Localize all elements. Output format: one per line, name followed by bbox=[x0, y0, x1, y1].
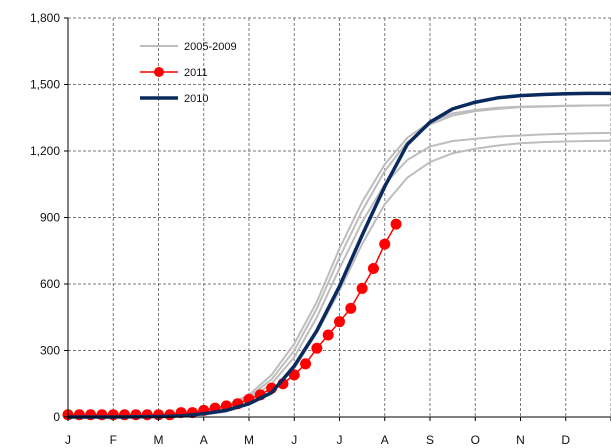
legend: 2005-2009 2011 2010 bbox=[140, 41, 237, 105]
x-tick-label: M bbox=[244, 433, 254, 447]
series-2011-point bbox=[311, 342, 323, 354]
series-2011-point bbox=[367, 262, 379, 274]
x-tick-label: D bbox=[561, 433, 570, 447]
x-tick-label: M bbox=[154, 433, 164, 447]
series-2011-point bbox=[300, 358, 312, 370]
x-tick-label: N bbox=[516, 433, 525, 447]
y-tick-label: 1,200 bbox=[30, 144, 60, 158]
series-2011-point bbox=[356, 282, 368, 294]
series-2011-point bbox=[130, 409, 142, 421]
x-tick-label: O bbox=[471, 433, 480, 447]
legend-marker-2011 bbox=[154, 67, 164, 77]
x-tick-label: J bbox=[65, 433, 71, 447]
series-2011-point bbox=[141, 409, 153, 421]
legend-label-2005-2009: 2005-2009 bbox=[184, 41, 237, 53]
x-tick-label: S bbox=[426, 433, 434, 447]
y-tick-label: 300 bbox=[40, 344, 60, 358]
series-2011-point bbox=[334, 316, 345, 328]
y-tick-label: 0 bbox=[53, 410, 60, 424]
axes: 0 300 600 900 1,200 1,500 1,800 J F M A M J J A S O N D bbox=[30, 11, 611, 447]
series-2011-point bbox=[390, 218, 402, 230]
x-tick-label: A bbox=[200, 433, 208, 447]
y-tick-label: 1,800 bbox=[30, 11, 60, 25]
x-tick-label: A bbox=[381, 433, 389, 447]
series-2011-point bbox=[379, 238, 391, 250]
legend-label-2011: 2011 bbox=[184, 67, 208, 79]
series-2011-point bbox=[345, 302, 357, 314]
series-2010-line bbox=[68, 91, 611, 419]
y-tick-label: 1,500 bbox=[30, 78, 60, 92]
y-tick-label: 600 bbox=[40, 277, 60, 291]
y-tick-label: 900 bbox=[40, 211, 60, 225]
series-layer bbox=[62, 91, 611, 421]
series-2011-point bbox=[288, 369, 300, 381]
x-tick-label: F bbox=[110, 433, 117, 447]
x-tick-label: J bbox=[337, 433, 343, 447]
legend-label-2010: 2010 bbox=[184, 93, 208, 105]
plot-area bbox=[68, 17, 611, 417]
series-2011-point bbox=[322, 329, 334, 341]
x-tick-label: J bbox=[291, 433, 297, 447]
